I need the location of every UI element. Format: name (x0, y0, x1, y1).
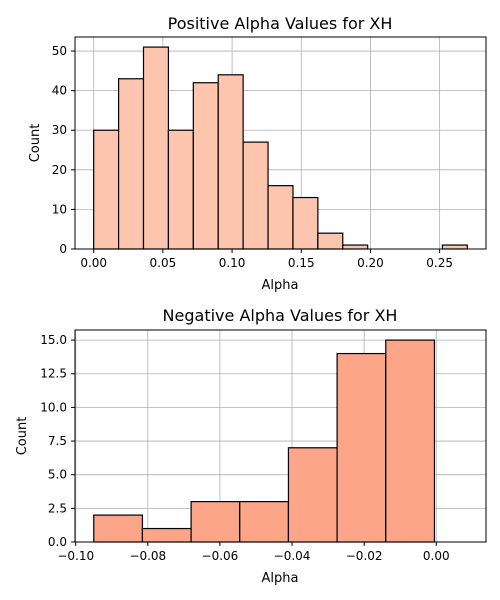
histogram-bar (385, 339, 436, 543)
x-tick-label: 0.15 (288, 256, 315, 270)
histogram-bar (441, 244, 468, 250)
histogram-bar (117, 78, 145, 250)
histogram-bar (242, 141, 269, 250)
x-tick-label: 0.00 (423, 549, 450, 563)
y-tick-label: 20 (52, 163, 67, 177)
histogram-bar (292, 196, 319, 250)
y-tick-label: 2.5 (48, 501, 67, 515)
x-tick-label: −0.10 (57, 549, 94, 563)
x-tick-label: −0.06 (202, 549, 239, 563)
y-tick-label: 50 (52, 44, 67, 58)
y-tick-label: 0.0 (48, 535, 67, 549)
x-tick-label: 0.25 (426, 256, 453, 270)
histogram-bar (317, 232, 344, 250)
histogram-bar (267, 185, 294, 250)
x-tick-label: −0.08 (129, 549, 166, 563)
y-tick-label: 7.5 (48, 434, 67, 448)
histogram-bar (93, 129, 120, 250)
histogram-bar (190, 501, 241, 543)
histogram-bar (342, 244, 369, 250)
y-axis-label: Count (28, 124, 43, 163)
x-axis-ticks: −0.10 −0.08 −0.06 −0.04 −0.02 0.00 (57, 542, 450, 563)
histogram-bar (287, 447, 338, 543)
x-axis-ticks: 0.00 0.05 0.10 0.15 0.20 0.25 (80, 249, 453, 270)
histogram-bar (93, 514, 144, 543)
x-tick-label: −0.02 (346, 549, 383, 563)
x-tick-label: 0.00 (80, 256, 107, 270)
axes-frame (74, 329, 487, 543)
y-tick-label: 5.0 (48, 468, 67, 482)
y-axis-ticks: 0.0 2.5 5.0 7.5 10.0 12.5 15.0 (40, 333, 75, 549)
negative-alpha-histogram: Negative Alpha Values for XH −0.10 −0.08−… (15, 306, 487, 586)
y-tick-label: 40 (52, 84, 67, 98)
y-axis-label: Count (15, 417, 30, 456)
chart-title: Positive Alpha Values for XH (168, 14, 393, 33)
y-tick-label: 0 (59, 242, 67, 256)
chart-title: Negative Alpha Values for XH (163, 306, 398, 325)
histogram-bar (142, 46, 170, 250)
y-axis-ticks: 0 10 20 30 40 50 (52, 44, 75, 256)
histogram-bar (239, 501, 290, 543)
histogram-bar (141, 527, 192, 543)
y-tick-label: 10 (52, 202, 67, 216)
axes-frame (74, 36, 487, 250)
histogram-bars (93, 46, 468, 250)
y-tick-label: 10.0 (40, 400, 67, 414)
x-tick-label: 0.10 (219, 256, 246, 270)
x-tick-label: 0.05 (150, 256, 177, 270)
positive-alpha-histogram: Positive Alpha Values for XH 0.00 0.05 0.1… (28, 14, 487, 293)
histogram-bar (167, 129, 194, 250)
x-axis-label: Alpha (262, 571, 299, 586)
y-tick-label: 30 (52, 123, 67, 137)
histogram-bar (336, 352, 387, 543)
y-tick-label: 12.5 (40, 367, 67, 381)
x-tick-label: −0.04 (274, 549, 311, 563)
histogram-bar (192, 82, 219, 250)
x-tick-label: 0.20 (357, 256, 384, 270)
x-axis-label: Alpha (262, 278, 299, 293)
histogram-bar (217, 74, 244, 250)
y-tick-label: 15.0 (40, 333, 67, 347)
